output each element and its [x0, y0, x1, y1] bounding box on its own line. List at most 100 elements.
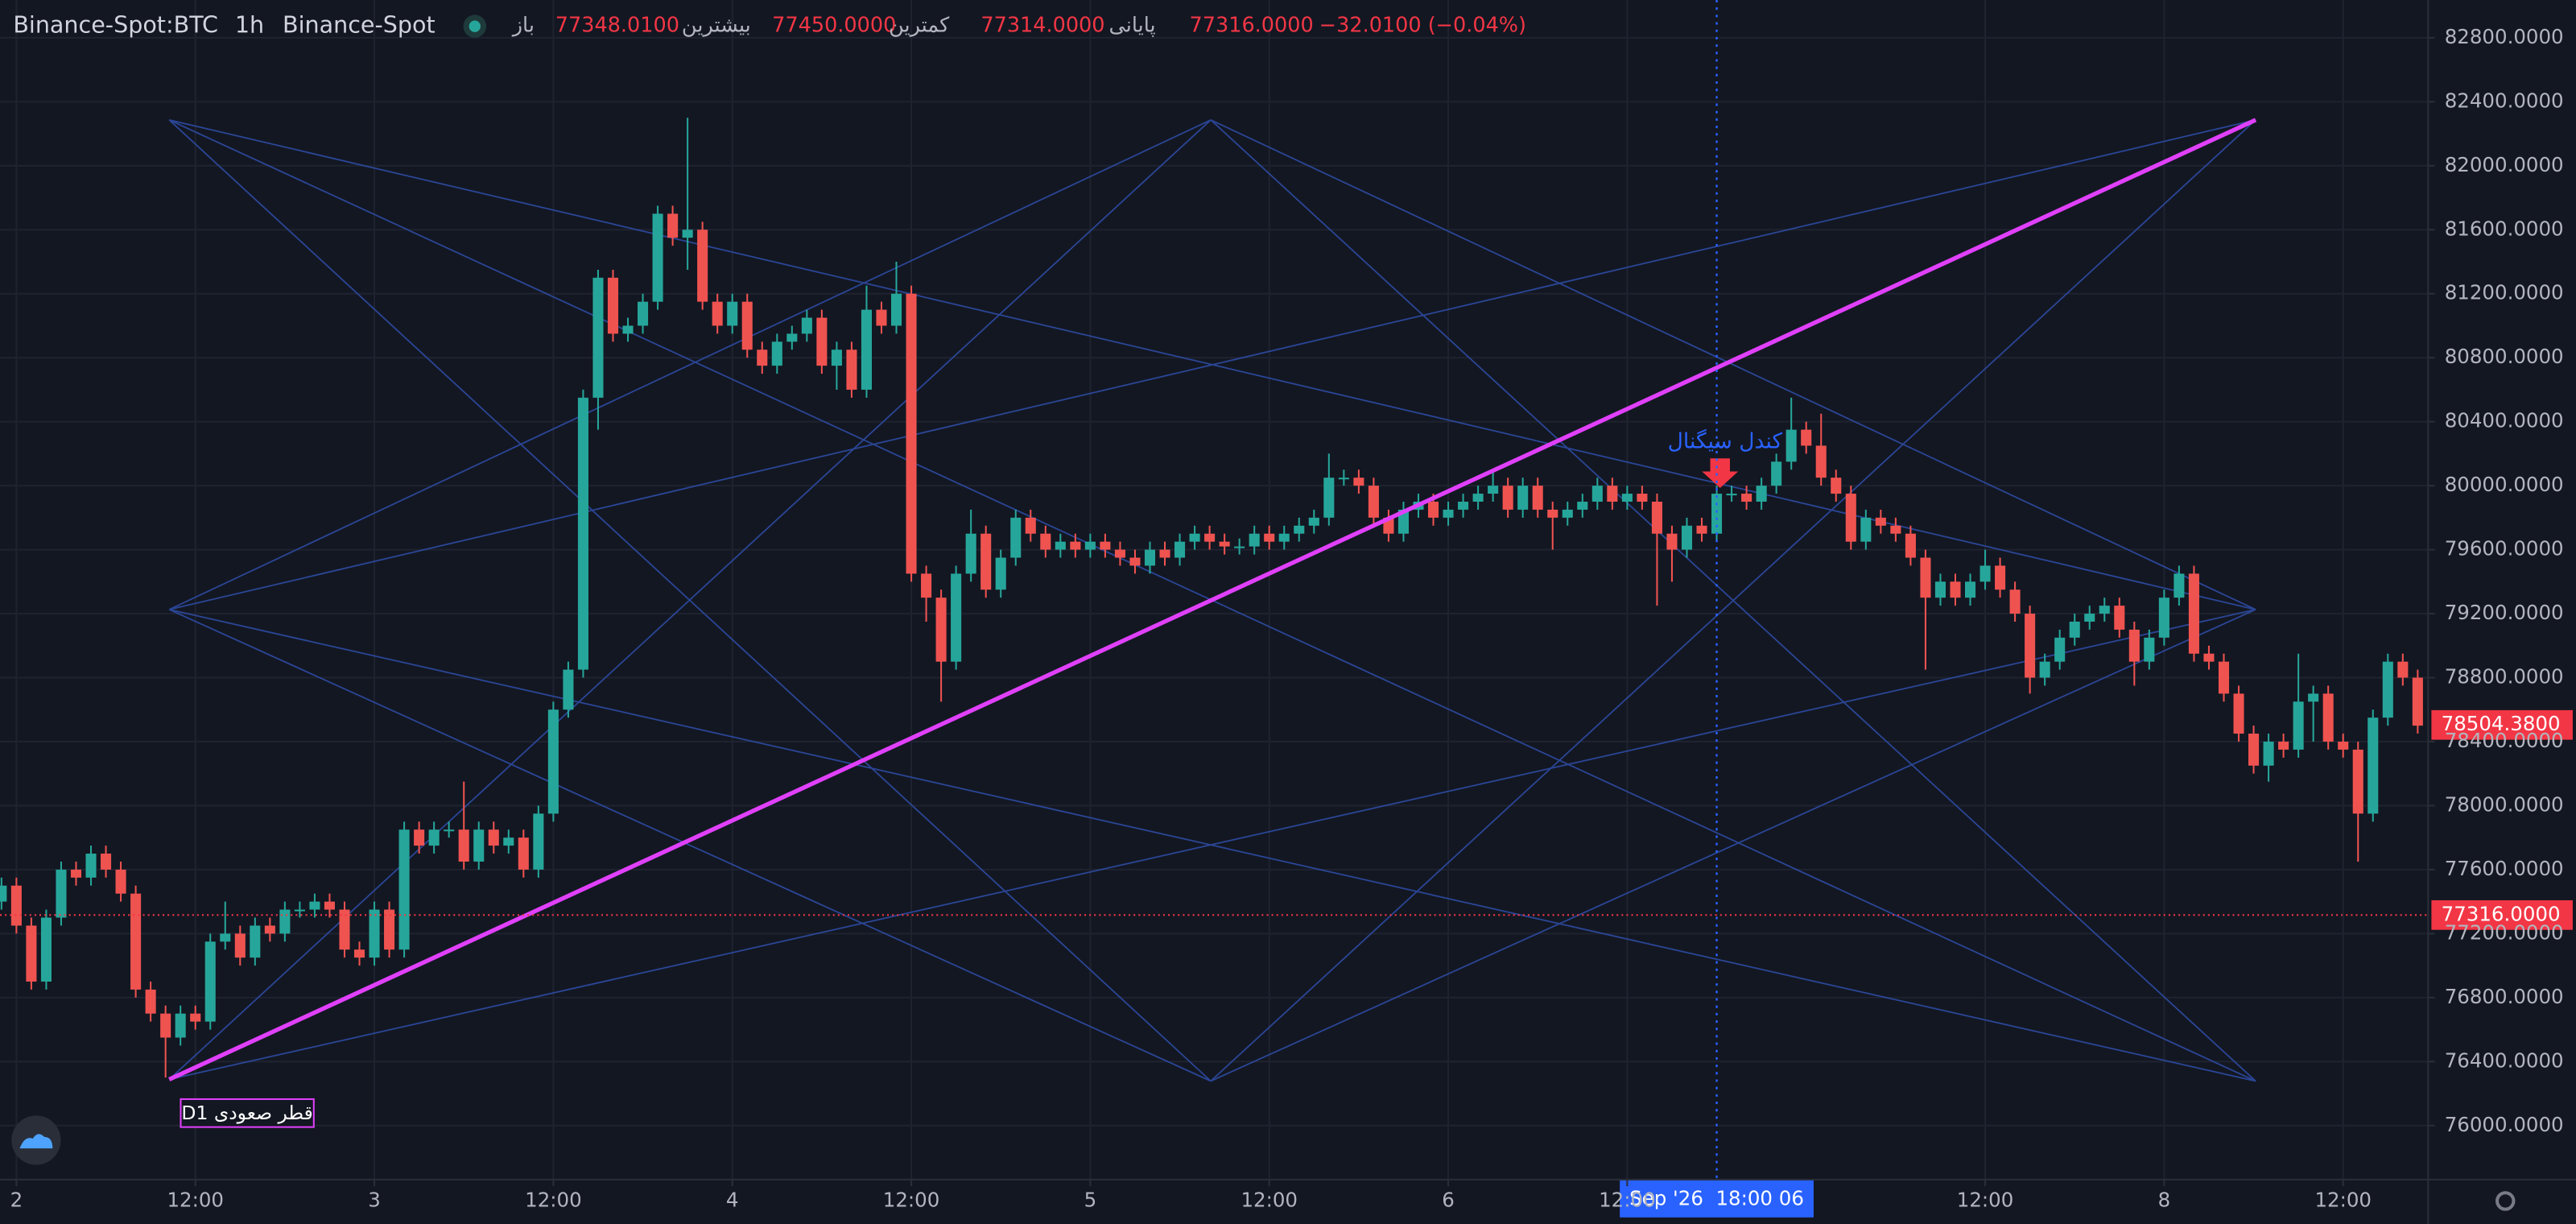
candle-body — [1920, 557, 1931, 598]
settings-icon[interactable] — [2496, 1191, 2516, 1211]
x-tick-label: 5 — [1084, 1188, 1097, 1211]
candle-body — [2412, 677, 2423, 726]
candle-body — [2128, 629, 2140, 662]
price-tag-label: 77316.0000 — [2442, 902, 2561, 925]
candle-body — [1129, 557, 1141, 566]
candle-body — [547, 709, 559, 814]
x-tick-label: 6 — [1442, 1188, 1455, 1211]
candle-body — [294, 909, 305, 912]
candle-body — [682, 229, 693, 238]
candle-body — [1084, 541, 1096, 550]
price-tag — [2431, 709, 2573, 740]
candle-body — [2382, 661, 2393, 718]
y-tick-label: 82800.0000 — [2445, 25, 2564, 48]
candle-body — [264, 925, 275, 934]
candle-body — [101, 854, 112, 870]
candle-body — [1219, 541, 1230, 547]
interval: 1h — [235, 11, 264, 39]
candle-body — [1726, 494, 1737, 496]
candle-body — [2322, 693, 2334, 742]
candle-body — [801, 317, 812, 334]
candle-body — [398, 829, 410, 950]
candle-body — [70, 869, 82, 878]
candle-body — [2174, 573, 2185, 598]
y-tick-label: 80800.0000 — [2445, 345, 2564, 368]
candle-body — [1711, 494, 1723, 534]
candle-body — [980, 533, 992, 590]
candle-body — [1860, 517, 1872, 542]
candle-body — [1934, 581, 1946, 598]
candle-body — [2233, 693, 2244, 734]
candle-body — [1458, 501, 1469, 510]
candle-body — [1771, 461, 1782, 486]
candle-body — [444, 829, 455, 832]
y-tick-label: 76400.0000 — [2445, 1048, 2564, 1072]
pattern-line — [168, 119, 1212, 610]
candle-body — [1294, 525, 1305, 534]
y-tick-label: 79200.0000 — [2445, 601, 2564, 624]
candle-body — [2218, 661, 2230, 694]
candle-body — [40, 917, 52, 982]
candle-body — [2009, 589, 2021, 614]
candle-body — [1801, 429, 1812, 446]
candles — [0, 118, 2423, 1078]
label-box — [180, 1098, 315, 1128]
exchange: Binance-Spot — [283, 11, 436, 39]
candle-body — [1950, 581, 1961, 598]
x-tick-label: 8 — [2158, 1188, 2171, 1211]
x-tick-label: 12:00 — [1599, 1188, 1656, 1211]
candle-body — [533, 813, 544, 870]
candle-body — [1756, 486, 1767, 502]
candle-body — [1995, 565, 2006, 590]
candle-body — [2069, 621, 2080, 638]
candle-body — [1488, 486, 1499, 494]
signal-arrow — [1702, 458, 1739, 488]
pattern-line — [1210, 119, 2256, 610]
candle-body — [1189, 533, 1200, 542]
candle-body — [1785, 429, 1797, 462]
pattern-line — [169, 609, 2256, 1082]
x-tick-label: 12:00 — [1241, 1188, 1298, 1211]
candle-body — [1308, 517, 1319, 526]
y-tick-label: 76800.0000 — [2445, 985, 2564, 1008]
change: −32.0100 (−0.04%) — [1319, 14, 1526, 38]
candle-body — [1831, 478, 1842, 494]
candle-body — [1532, 486, 1543, 510]
candle-body — [1025, 517, 1036, 534]
candle-body — [1427, 501, 1439, 518]
candle-body — [473, 829, 485, 862]
candle-body — [1890, 525, 1901, 534]
candle-body — [384, 909, 395, 950]
candle-body — [876, 309, 887, 326]
candle-body — [115, 869, 126, 894]
candle-body — [786, 333, 798, 342]
candle-body — [1159, 549, 1170, 558]
candle-body — [2144, 637, 2155, 662]
ohlc-label: پایانی — [1109, 14, 1156, 38]
candle-body — [1443, 509, 1454, 518]
legend-header: Binance-Spot:BTC 1h Binance-Spot باز 7734… — [13, 11, 1526, 39]
logo-icon — [19, 1134, 53, 1149]
candle-body — [741, 301, 753, 350]
candle-body — [2263, 741, 2274, 766]
candle-body — [667, 213, 679, 238]
candle-body — [488, 829, 499, 846]
candle-body — [1234, 546, 1245, 548]
candle-body — [26, 925, 37, 982]
status-dot — [469, 20, 481, 32]
candle-body — [771, 341, 782, 366]
candle-body — [2025, 614, 2036, 678]
x-tick-label: 12:00 — [167, 1188, 224, 1211]
candle-body — [10, 885, 22, 926]
candle-body — [369, 909, 380, 958]
candle-body — [995, 557, 1006, 590]
candle-body — [309, 901, 320, 910]
candle-body — [2039, 661, 2050, 678]
candle-body — [190, 1013, 201, 1022]
ohlc-value: 77316.0000 — [1190, 14, 1314, 38]
candle-body — [1621, 494, 1633, 502]
y-tick-label: 82000.0000 — [2445, 153, 2564, 176]
candle-body — [1472, 494, 1484, 502]
candle-body — [2084, 614, 2095, 622]
